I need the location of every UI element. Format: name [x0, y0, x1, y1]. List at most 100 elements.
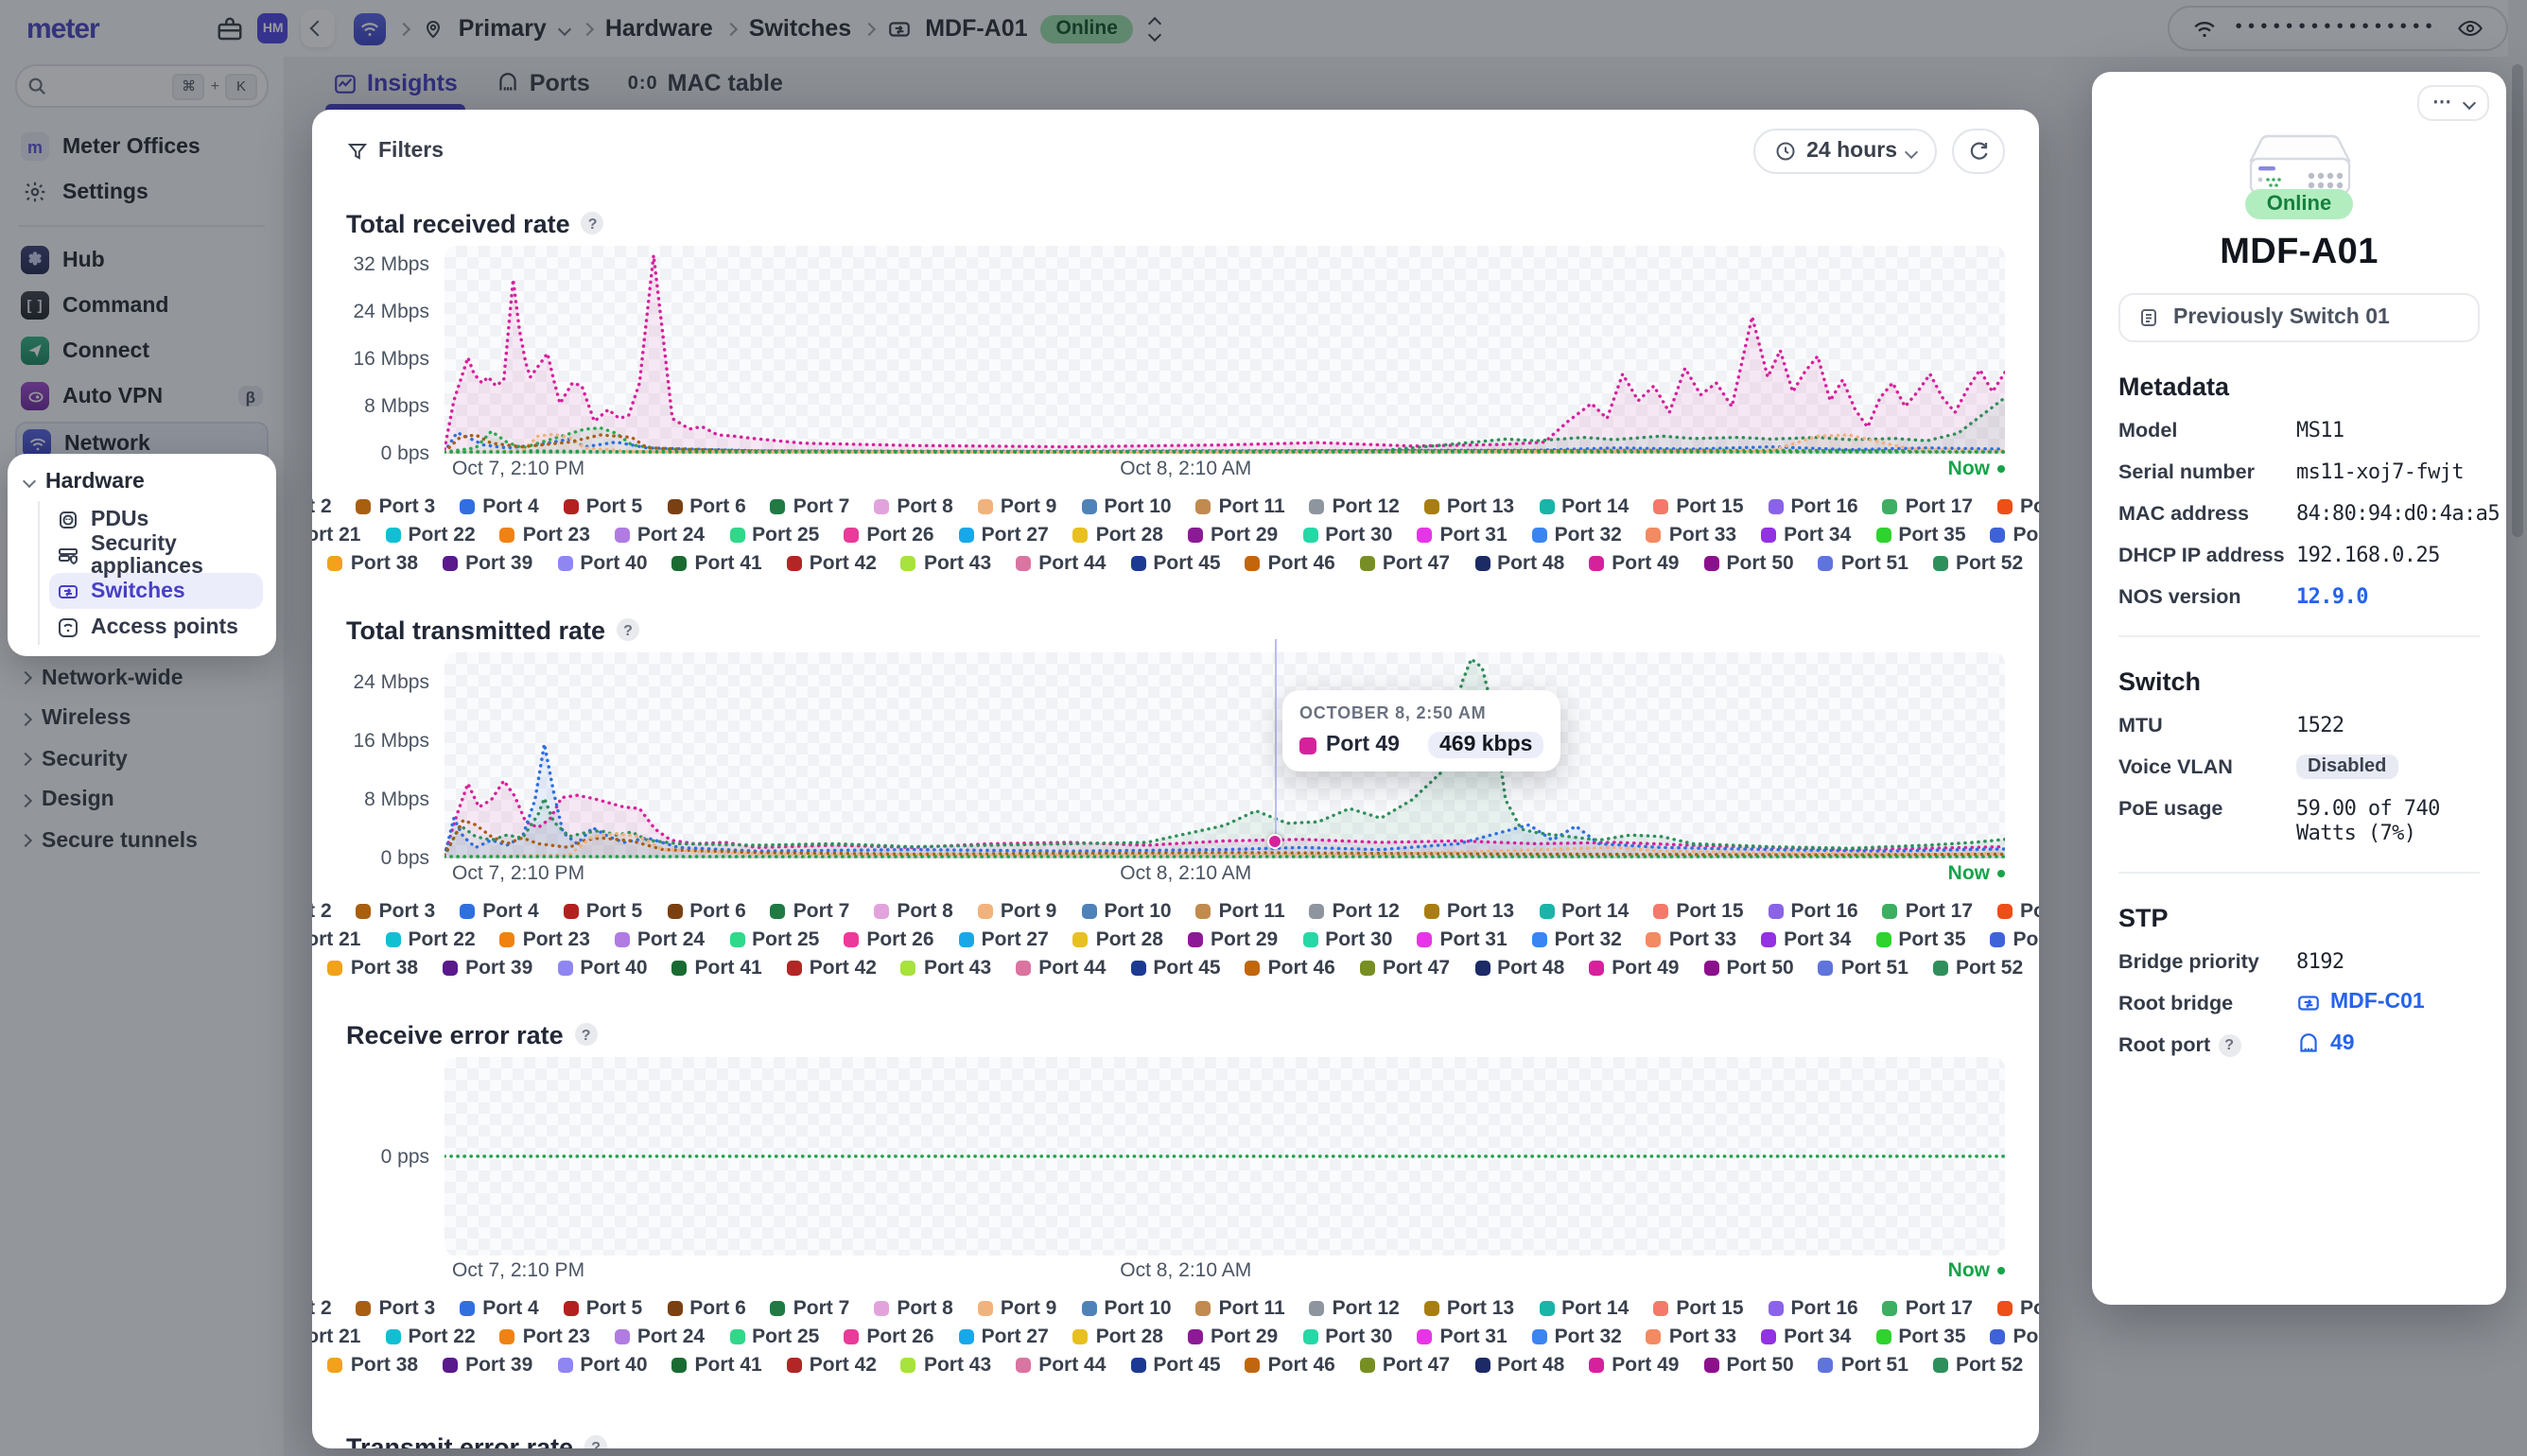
- legend-item[interactable]: Port 47: [1359, 1353, 1450, 1376]
- legend-item[interactable]: Port 17: [1882, 1296, 1973, 1319]
- legend-item[interactable]: Port 3: [356, 494, 435, 517]
- legend-item[interactable]: Port 50: [1703, 551, 1794, 574]
- legend-item[interactable]: Port 31: [1417, 927, 1507, 950]
- legend-item[interactable]: Port 6: [667, 494, 746, 517]
- legend-item[interactable]: Port 40: [557, 956, 648, 979]
- sidebar-section-hardware[interactable]: Hardware: [21, 465, 263, 497]
- legend-item[interactable]: Port 46: [1245, 551, 1335, 574]
- legend-item[interactable]: Port 17: [1882, 494, 1973, 517]
- legend-item[interactable]: Port 49: [1589, 551, 1680, 574]
- legend-item[interactable]: Port 50: [1703, 1353, 1794, 1376]
- legend-item[interactable]: Port 32: [1531, 927, 1622, 950]
- breadcrumb-switches[interactable]: Switches: [748, 15, 852, 42]
- legend-item[interactable]: Port 14: [1539, 494, 1629, 517]
- legend-item[interactable]: Port 12: [1309, 1296, 1400, 1319]
- legend-item[interactable]: Port 39: [443, 551, 532, 574]
- legend-item[interactable]: Port 48: [1474, 1353, 1564, 1376]
- legend-item[interactable]: Port 51: [1818, 551, 1908, 574]
- legend-item[interactable]: Port 28: [1072, 523, 1163, 546]
- legend-item[interactable]: Port 38: [327, 1353, 418, 1376]
- legend-item[interactable]: Port 26: [844, 927, 934, 950]
- legend-item[interactable]: Port 2: [312, 1296, 332, 1319]
- legend-item[interactable]: Port 23: [499, 927, 590, 950]
- legend-item[interactable]: Port 32: [1531, 523, 1622, 546]
- chevron-down-icon[interactable]: [2462, 95, 2477, 111]
- sidebar-section-design[interactable]: Design: [15, 780, 269, 821]
- legend-item[interactable]: Port 26: [844, 523, 934, 546]
- toolbox-icon[interactable]: [217, 14, 245, 43]
- nos-version-link[interactable]: 12.9.0: [2296, 583, 2368, 608]
- sidebar-item-command[interactable]: [ ] Command: [15, 286, 269, 325]
- legend-item[interactable]: Port 24: [614, 927, 705, 950]
- legend-item[interactable]: Port 35: [1875, 1325, 1966, 1347]
- legend-item[interactable]: Port 47: [1359, 551, 1450, 574]
- legend-item[interactable]: Port 23: [499, 1325, 590, 1347]
- legend-item[interactable]: Port 45: [1130, 956, 1221, 979]
- legend-item[interactable]: Port 44: [1016, 1353, 1106, 1376]
- legend-item[interactable]: Port 38: [327, 956, 418, 979]
- legend-item[interactable]: Port 43: [900, 1353, 991, 1376]
- chart-plot[interactable]: [444, 652, 2005, 858]
- sidebar-item-switches[interactable]: Switches: [49, 573, 263, 609]
- legend-item[interactable]: Port 9: [977, 899, 1056, 922]
- legend-item[interactable]: Port 10: [1081, 494, 1172, 517]
- legend-item[interactable]: Port 40: [557, 551, 648, 574]
- legend-item[interactable]: Port 28: [1072, 1325, 1163, 1347]
- legend-item[interactable]: Port 38: [327, 551, 418, 574]
- legend-item[interactable]: Port 33: [1646, 1325, 1736, 1347]
- scrollbar-thumb[interactable]: [2512, 64, 2523, 537]
- legend-item[interactable]: Port 14: [1539, 899, 1629, 922]
- legend-item[interactable]: Port 4: [460, 494, 539, 517]
- legend-item[interactable]: Port 49: [1589, 1353, 1680, 1376]
- legend-item[interactable]: Port 41: [671, 1353, 762, 1376]
- legend-item[interactable]: Port 11: [1195, 899, 1285, 922]
- legend-item[interactable]: Port 46: [1245, 956, 1335, 979]
- legend-item[interactable]: Port 15: [1653, 899, 1744, 922]
- legend-item[interactable]: Port 2: [312, 494, 332, 517]
- legend-item[interactable]: Port 21: [312, 523, 360, 546]
- sidebar-section-network-wide[interactable]: Network-wide: [15, 658, 269, 699]
- legend-item[interactable]: Port 4: [460, 1296, 539, 1319]
- legend-item[interactable]: Port 25: [729, 1325, 819, 1347]
- page-scrollbar[interactable]: [2508, 0, 2527, 1456]
- legend-item[interactable]: Port 9: [977, 494, 1056, 517]
- network-app-icon[interactable]: [354, 12, 387, 44]
- legend-item[interactable]: Port 6: [667, 1296, 746, 1319]
- chart-plot[interactable]: [444, 1057, 2005, 1256]
- device-actions-menu[interactable]: ⋯: [2417, 85, 2489, 121]
- sidebar-section-security[interactable]: Security: [15, 739, 269, 780]
- help-icon[interactable]: ?: [581, 212, 604, 234]
- sidebar-item-access-points[interactable]: Access points: [49, 609, 263, 645]
- legend-item[interactable]: Port 5: [563, 1296, 642, 1319]
- legend-item[interactable]: Port 36: [1990, 927, 2039, 950]
- breadcrumb-device[interactable]: MDF-A01: [925, 15, 1028, 42]
- legend-item[interactable]: Port 35: [1875, 523, 1966, 546]
- legend-item[interactable]: Port 33: [1646, 523, 1736, 546]
- sidebar-item-workspace[interactable]: m Meter Offices: [15, 127, 269, 166]
- sidebar-section-secure-tunnels[interactable]: Secure tunnels: [15, 821, 269, 861]
- legend-item[interactable]: Port 44: [1016, 551, 1106, 574]
- meter-logo[interactable]: meter: [26, 12, 100, 44]
- refresh-button[interactable]: [1952, 129, 2005, 174]
- legend-item[interactable]: Port 30: [1302, 927, 1392, 950]
- legend-item[interactable]: Port 32: [1531, 1325, 1622, 1347]
- time-range-select[interactable]: 24 hours: [1753, 129, 1937, 174]
- legend-item[interactable]: Port 18: [1996, 1296, 2039, 1319]
- legend-item[interactable]: Port 30: [1302, 523, 1392, 546]
- legend-item[interactable]: Port 27: [958, 523, 1049, 546]
- legend-item[interactable]: Port 52: [1932, 956, 2023, 979]
- legend-item[interactable]: Port 31: [1417, 1325, 1507, 1347]
- legend-item[interactable]: Port 21: [312, 1325, 360, 1347]
- legend-item[interactable]: Port 3: [356, 899, 435, 922]
- legend-item[interactable]: Port 22: [385, 927, 476, 950]
- sidebar-collapse-button[interactable]: [301, 9, 336, 47]
- legend-item[interactable]: Port 40: [557, 1353, 648, 1376]
- sidebar-item-auto-vpn[interactable]: Auto VPN β: [15, 376, 269, 416]
- legend-item[interactable]: Port 24: [614, 1325, 705, 1347]
- tab-mac-table[interactable]: 0:0 MAC table: [627, 70, 783, 96]
- legend-item[interactable]: Port 5: [563, 494, 642, 517]
- sidebar-item-security-appliances[interactable]: Security appliances: [49, 532, 263, 578]
- legend-item[interactable]: Port 18: [1996, 899, 2039, 922]
- legend-item[interactable]: Port 51: [1818, 1353, 1908, 1376]
- search-input[interactable]: ⌘ + K: [15, 64, 269, 108]
